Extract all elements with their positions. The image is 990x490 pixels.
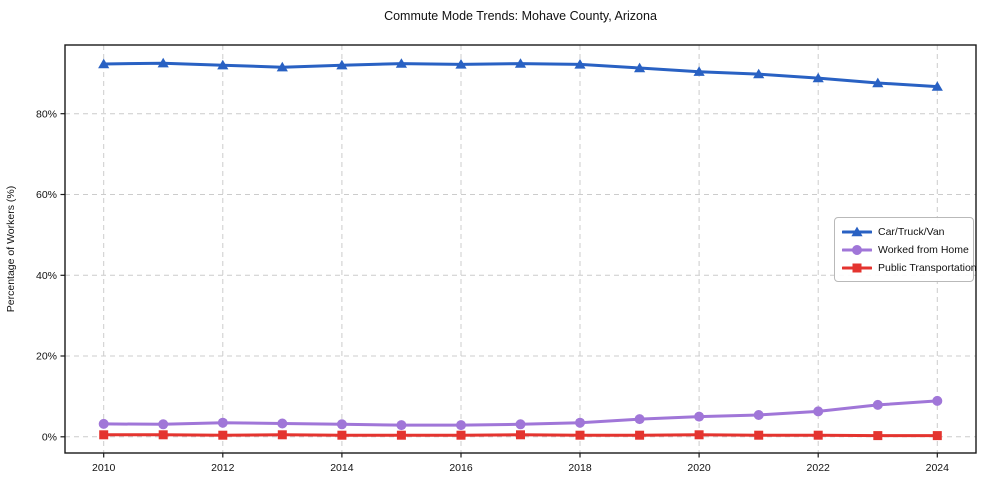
svg-text:2022: 2022 (807, 462, 831, 474)
legend-swatch-circle-icon (842, 244, 872, 255)
chart-legend: Car/Truck/Van Worked from Home Public Tr… (834, 217, 977, 282)
legend-label: Car/Truck/Van (878, 225, 945, 238)
legend-swatch-triangle-icon (842, 226, 872, 236)
svg-text:2018: 2018 (568, 462, 592, 474)
legend-swatch-square-icon (842, 263, 872, 272)
svg-text:2016: 2016 (449, 462, 473, 474)
svg-text:0%: 0% (42, 431, 57, 443)
legend-label: Worked from Home (878, 243, 969, 256)
svg-text:60%: 60% (36, 189, 57, 201)
svg-text:2012: 2012 (211, 462, 235, 474)
legend-item-worked-from-home: Worked from Home (842, 242, 969, 257)
svg-text:80%: 80% (36, 108, 57, 120)
svg-text:2014: 2014 (330, 462, 354, 474)
legend-item-car-truck-van: Car/Truck/Van (842, 224, 965, 239)
svg-text:Percentage of Workers (%): Percentage of Workers (%) (5, 186, 17, 312)
svg-text:2024: 2024 (926, 462, 950, 474)
svg-text:2020: 2020 (687, 462, 711, 474)
svg-text:40%: 40% (36, 270, 57, 282)
svg-text:2010: 2010 (92, 462, 116, 474)
chart-title: Commute Mode Trends: Mohave County, Ariz… (384, 9, 657, 23)
legend-label: Public Transportation (878, 261, 977, 274)
legend-item-public-transportation: Public Transportation (842, 260, 977, 275)
svg-text:20%: 20% (36, 351, 57, 363)
